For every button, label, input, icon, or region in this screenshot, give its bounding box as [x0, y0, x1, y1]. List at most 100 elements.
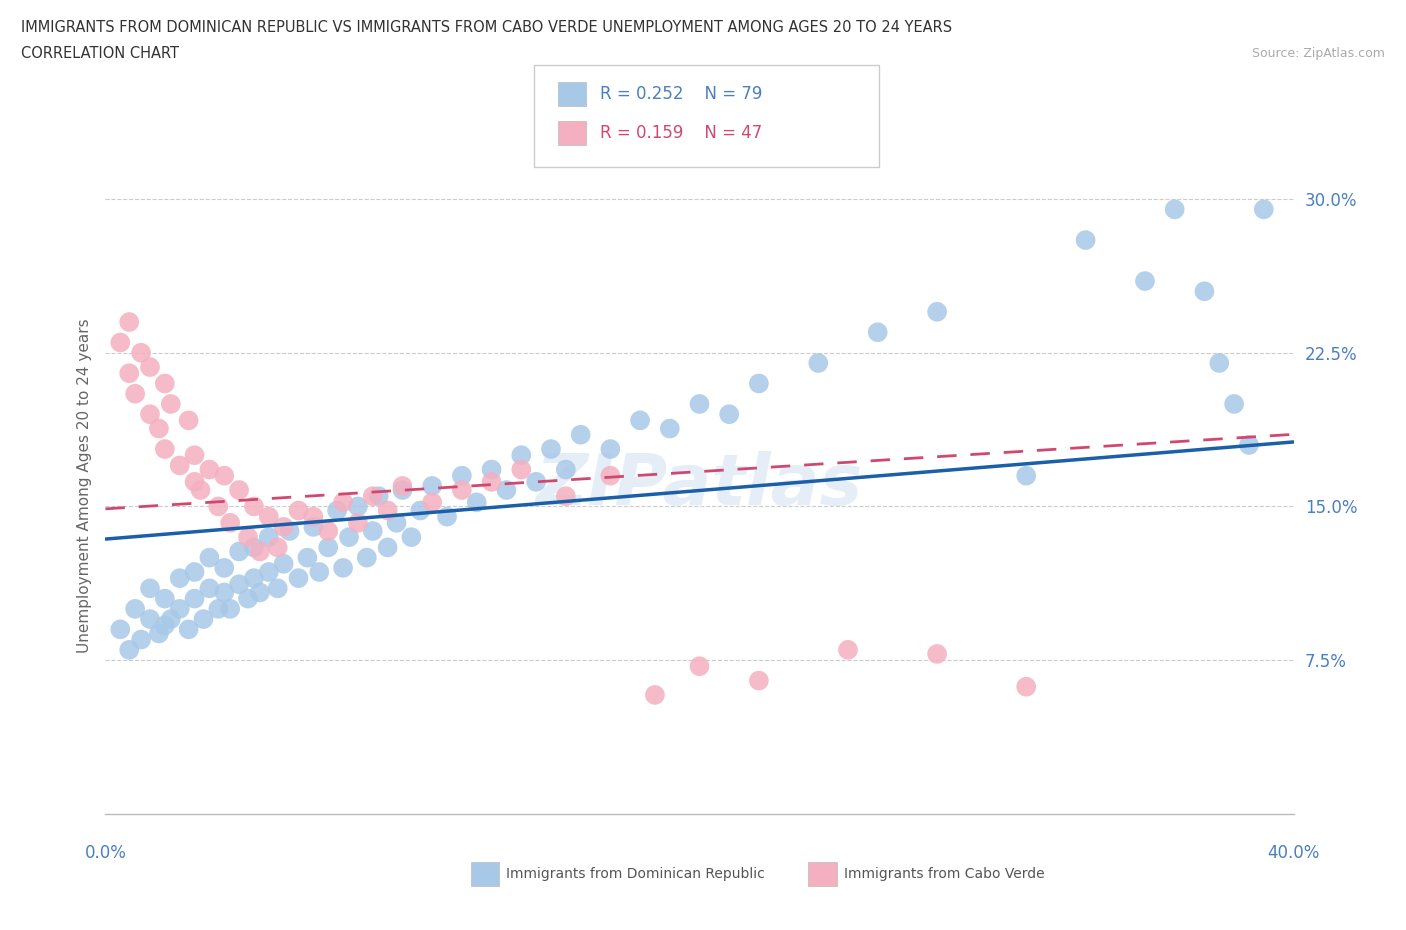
Point — [273, 520, 295, 535]
Text: Source: ZipAtlas.com: Source: ZipAtlas.com — [1251, 46, 1385, 60]
Point — [228, 483, 250, 498]
Point — [198, 462, 221, 477]
Point — [628, 413, 651, 428]
Text: R = 0.159    N = 47: R = 0.159 N = 47 — [600, 124, 762, 142]
Point — [1223, 396, 1246, 411]
Point — [1133, 273, 1156, 288]
Point — [169, 571, 191, 586]
Text: IMMIGRANTS FROM DOMINICAN REPUBLIC VS IMMIGRANTS FROM CABO VERDE UNEMPLOYMENT AM: IMMIGRANTS FROM DOMINICAN REPUBLIC VS IM… — [21, 20, 952, 35]
Point — [420, 495, 443, 510]
Point — [159, 396, 181, 411]
Point — [409, 503, 432, 518]
Point — [356, 551, 378, 565]
Point — [139, 581, 162, 596]
Point — [1194, 284, 1216, 299]
Point — [124, 602, 146, 617]
Point — [332, 495, 354, 510]
Text: R = 0.252    N = 79: R = 0.252 N = 79 — [600, 85, 762, 103]
Point — [689, 658, 711, 673]
Point — [219, 515, 242, 530]
Text: CORRELATION CHART: CORRELATION CHART — [21, 46, 179, 61]
Point — [297, 551, 319, 565]
Point — [689, 396, 711, 411]
Point — [1237, 437, 1260, 452]
Point — [837, 643, 859, 658]
Point — [153, 591, 176, 606]
Point — [569, 427, 592, 442]
Point — [599, 442, 621, 457]
Point — [124, 386, 146, 401]
Point — [748, 376, 770, 391]
Point — [214, 561, 236, 576]
Point — [278, 524, 301, 538]
Point — [169, 602, 191, 617]
Point — [243, 540, 266, 555]
Point — [718, 406, 741, 421]
Point — [153, 618, 176, 632]
Point — [316, 540, 339, 555]
Point — [198, 581, 221, 596]
Point — [510, 462, 533, 477]
Point — [287, 571, 309, 586]
Point — [401, 530, 423, 545]
Text: 40.0%: 40.0% — [1267, 844, 1320, 862]
Point — [129, 345, 152, 360]
Point — [377, 540, 399, 555]
Point — [361, 489, 384, 504]
Point — [183, 474, 205, 489]
Point — [257, 565, 280, 579]
Point — [554, 462, 576, 477]
Text: Immigrants from Dominican Republic: Immigrants from Dominican Republic — [506, 867, 765, 882]
Point — [450, 483, 472, 498]
Point — [243, 499, 266, 514]
Point — [436, 510, 458, 525]
Point — [169, 458, 191, 472]
Point — [198, 551, 221, 565]
Point — [644, 687, 666, 702]
Point — [524, 474, 547, 489]
Text: Immigrants from Cabo Verde: Immigrants from Cabo Verde — [844, 867, 1045, 882]
Point — [153, 442, 176, 457]
Point — [183, 591, 205, 606]
Point — [450, 468, 472, 483]
Point — [190, 483, 212, 498]
Point — [139, 406, 162, 421]
Point — [316, 524, 339, 538]
Point — [118, 314, 141, 329]
Point — [391, 478, 413, 493]
Point — [228, 544, 250, 559]
Point — [236, 530, 259, 545]
Point — [228, 577, 250, 591]
Point — [927, 646, 949, 661]
Point — [385, 515, 408, 530]
Text: ZIPatlas: ZIPatlas — [536, 451, 863, 521]
Point — [153, 376, 176, 391]
Point — [193, 612, 215, 627]
Point — [159, 612, 181, 627]
Point — [391, 483, 413, 498]
Point — [1074, 232, 1097, 247]
Point — [302, 510, 325, 525]
Point — [267, 581, 290, 596]
Point — [807, 355, 830, 370]
Point — [1015, 679, 1038, 694]
Point — [361, 524, 384, 538]
Point — [249, 585, 271, 600]
Point — [207, 602, 229, 617]
Y-axis label: Unemployment Among Ages 20 to 24 years: Unemployment Among Ages 20 to 24 years — [76, 319, 91, 653]
Point — [367, 489, 389, 504]
Point — [243, 571, 266, 586]
Point — [236, 591, 259, 606]
Point — [1164, 202, 1187, 217]
Point — [249, 544, 271, 559]
Point — [214, 585, 236, 600]
Point — [1208, 355, 1230, 370]
Point — [1253, 202, 1275, 217]
Point — [214, 468, 236, 483]
Point — [347, 499, 370, 514]
Point — [347, 515, 370, 530]
Point — [183, 565, 205, 579]
Point — [177, 413, 200, 428]
Point — [267, 540, 290, 555]
Point — [183, 447, 205, 462]
